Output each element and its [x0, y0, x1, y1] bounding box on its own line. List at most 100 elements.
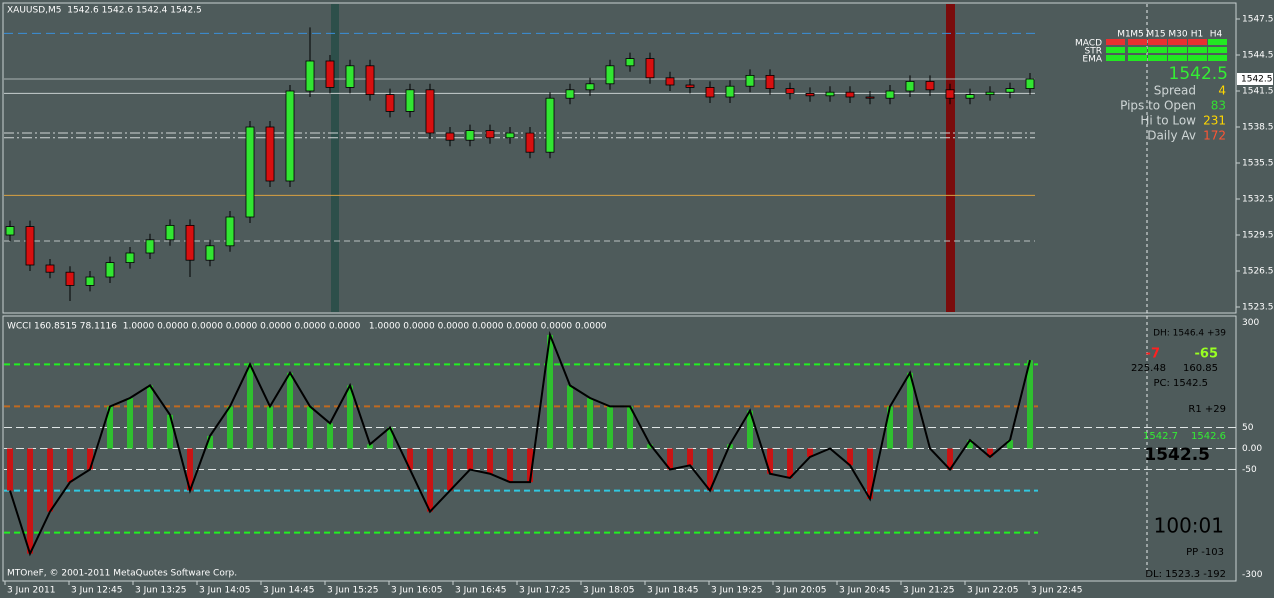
candle-body [105, 262, 115, 278]
value: -7 [1146, 347, 1160, 362]
session-band [331, 4, 339, 312]
histogram-bar [447, 448, 453, 491]
candle-body [985, 91, 995, 95]
stat-label: Hi to Low [1140, 114, 1196, 128]
day-low: DL: 1523.3 -192 [1145, 569, 1226, 580]
histogram-bar [627, 406, 633, 449]
histogram-bar [987, 448, 993, 457]
stat-value: 231 [1203, 114, 1226, 128]
candle-body [1025, 78, 1035, 89]
histogram-bar [247, 364, 253, 449]
candle-body [265, 126, 275, 182]
signal-cell [1106, 47, 1125, 53]
value: -65 [1195, 347, 1219, 362]
timeframe: M5 [1130, 30, 1144, 40]
candle-body [45, 264, 55, 273]
stat-value: 83 [1211, 99, 1226, 113]
candle-body [965, 94, 975, 99]
timeframe: M1 [1117, 30, 1131, 40]
last-price-label: 1542.5 [1241, 75, 1273, 85]
histogram-bar [547, 334, 553, 449]
y-tick-label: 1535.5 [1242, 159, 1274, 169]
histogram-bar [1027, 360, 1033, 449]
candle-body [845, 91, 855, 98]
candle-body [325, 60, 335, 88]
y-tick-label: 1529.5 [1242, 231, 1274, 241]
y-tick-label: 1523.5 [1242, 303, 1274, 313]
histogram-bar [807, 448, 813, 457]
bar-timer: 100:01 [1154, 514, 1224, 538]
candle-body [5, 226, 15, 236]
main-panel-frame [2, 2, 1237, 314]
current-price: 1542.5 [1169, 64, 1228, 84]
histogram-bar [427, 448, 433, 512]
stat-value: 4 [1218, 84, 1226, 98]
candle-body [65, 271, 75, 286]
x-tick-label: 3 Jun 18:05 [583, 586, 634, 596]
candle-body [725, 85, 735, 98]
candle-body [425, 89, 435, 134]
y-tick-label: 1526.5 [1242, 267, 1274, 277]
signal-cell [1148, 47, 1167, 53]
timeframe: M15 [1146, 30, 1165, 40]
histogram-bar [227, 406, 233, 449]
x-tick-label: 3 Jun 14:45 [263, 586, 314, 596]
candle-body [165, 224, 175, 241]
y-tick-label: -50 [1242, 465, 1257, 475]
signal-cell [1128, 47, 1147, 53]
histogram-bar [487, 448, 493, 474]
signal-cell [1188, 47, 1207, 53]
footer: MTOneF, © 2001-2011 MetaQuotes Software … [7, 569, 237, 579]
histogram-bar [467, 448, 473, 470]
candle-body [785, 88, 795, 94]
candle-body [665, 77, 675, 86]
value: 1542.7 [1143, 431, 1178, 442]
histogram-bar [127, 398, 133, 449]
signal-row: STR [1085, 47, 1102, 57]
y-tick-label: 1544.5 [1242, 51, 1274, 61]
candle-body [145, 239, 155, 254]
histogram-bar [667, 448, 673, 470]
indicator-chart: 300 50 0.00 -50 -300 [4, 318, 1263, 580]
y-tick-label: 300 [1242, 318, 1259, 328]
x-tick-label: 3 Jun 20:05 [775, 586, 826, 596]
y-tick-label: 0.00 [1242, 444, 1262, 454]
candle-body [765, 75, 775, 90]
chart-header: XAUUSD,M5 1542.6 1542.6 1542.4 1542.5 [7, 6, 202, 16]
value: 1542.6 [1191, 431, 1226, 442]
x-tick-label: 3 Jun 20:45 [839, 586, 890, 596]
x-tick-label: 3 Jun 2011 [7, 586, 55, 596]
signal-cell [1106, 39, 1125, 45]
histogram-bar [67, 448, 73, 483]
y-tick-label: 1538.5 [1242, 123, 1274, 133]
stat-label: Spread [1154, 84, 1196, 98]
x-tick-label: 3 Jun 22:05 [967, 586, 1018, 596]
histogram-bar [767, 448, 773, 474]
stat-label: Daily Av [1147, 129, 1196, 143]
candle-body [185, 224, 195, 261]
candle-body [885, 90, 895, 99]
candle-body [705, 87, 715, 98]
candle-body [405, 89, 415, 112]
x-tick-label: 3 Jun 19:25 [711, 586, 762, 596]
pivot: PP -103 [1186, 547, 1224, 558]
price-chart: 1547.5 1544.5 1541.5 1538.5 1535.5 1532.5 1529… [4, 15, 1274, 596]
histogram-bar [507, 448, 513, 483]
y-tick-label: 1541.5 [1242, 87, 1274, 97]
candle-body [825, 91, 835, 97]
candle-body [505, 132, 515, 139]
x-tick-label: 3 Jun 21:25 [903, 586, 954, 596]
price: 1542.5 [1144, 445, 1210, 465]
candle-body [445, 132, 455, 141]
histogram-bar [707, 448, 713, 491]
histogram-bar [347, 385, 353, 449]
candle-body [745, 75, 755, 87]
signal-grid [1106, 39, 1227, 61]
histogram-bar [207, 435, 213, 449]
candle-body [685, 84, 695, 88]
candle-body [805, 93, 815, 97]
signal-cell [1148, 55, 1167, 61]
histogram-bar [527, 448, 533, 483]
